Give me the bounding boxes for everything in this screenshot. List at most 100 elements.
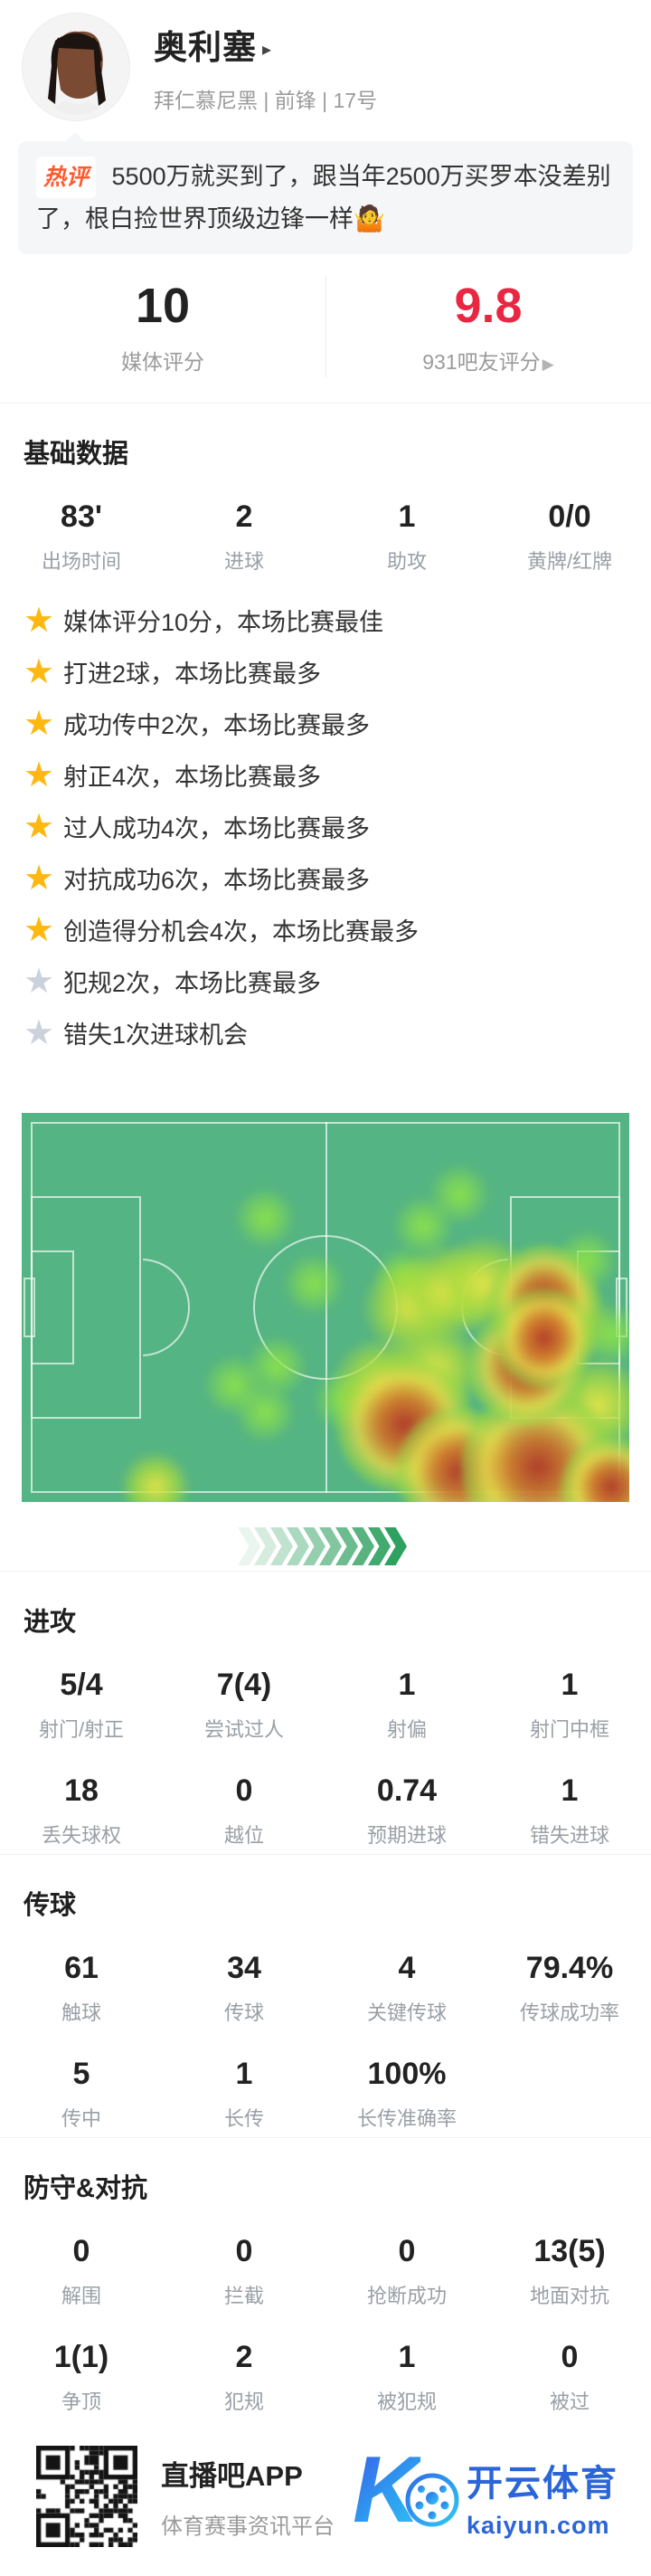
media-rating-label: 媒体评分	[121, 350, 204, 374]
stat-value: 2	[235, 2340, 253, 2374]
star-icon: ★	[24, 756, 55, 794]
star-icon: ★	[24, 859, 55, 898]
stat-label: 地面对抗	[529, 2285, 609, 2307]
stat-label: 越位	[223, 1824, 264, 1847]
stat-label: 解围	[61, 2285, 101, 2307]
stat-value: 2	[235, 499, 253, 534]
highlight-item: ★ 成功传中2次，本场比赛最多	[24, 698, 627, 749]
arrow-right-icon: ▶	[542, 356, 554, 373]
footer: 直播吧APP 体育赛事资讯平台 K 开云体育	[0, 2420, 651, 2576]
football-icon	[405, 2473, 459, 2527]
player-name[interactable]: 奥利塞	[154, 29, 257, 66]
stat-label: 长传	[223, 2107, 264, 2130]
defense-stats-row: 0 解围 0 拦截 0 抢断成功 13(5) 地面对抗	[0, 2209, 651, 2315]
app-name: 直播吧APP	[161, 2460, 303, 2492]
stat-label: 尝试过人	[203, 1718, 284, 1741]
pitch-goal-box-left	[31, 1250, 74, 1364]
stat-value: 0/0	[548, 499, 591, 534]
pitch-goal-box-right	[577, 1250, 620, 1364]
brand-logo: K 开云体育 kaiyun.com	[353, 2438, 618, 2549]
stat-label: 触球	[61, 2001, 101, 2024]
shrug-emoji-icon: 🤷	[354, 204, 385, 233]
stat-label: 关键传球	[366, 2001, 447, 2024]
avatar-portrait-icon	[23, 14, 129, 120]
stat-value: 1	[561, 1773, 579, 1808]
stat-label: 传球	[223, 2001, 264, 2024]
hot-badge: 热评	[36, 157, 97, 198]
player-avatar	[22, 13, 130, 121]
player-header: 奥利塞 ▸ 拜仁慕尼黑 | 前锋 | 17号	[0, 0, 651, 127]
stat-value: 100%	[367, 2057, 447, 2091]
stat-cell: 0 越位	[163, 1773, 326, 1849]
stat-label: 射门/射正	[38, 1718, 125, 1741]
hot-comment-notch	[65, 132, 85, 142]
stat-value: 7(4)	[216, 1668, 272, 1702]
fans-rating[interactable]: 9.8 931吧友评分 ▶	[326, 278, 651, 375]
stat-value: 1(1)	[53, 2340, 109, 2374]
stat-value: 1	[235, 2057, 253, 2091]
name-arrow-icon[interactable]: ▸	[262, 40, 272, 60]
stat-label: 黄牌/红牌	[526, 550, 613, 573]
chevron-icon	[238, 1527, 260, 1565]
brand-name: 开云体育	[467, 2463, 618, 2504]
stat-cell: 0 拦截	[163, 2234, 326, 2309]
hot-comment-text: 5500万就买到了，跟当年2500万买罗本没差别了，根白捡世界顶级边锋一样	[36, 163, 611, 233]
brand-domain: kaiyun.com	[467, 2511, 610, 2539]
stat-value: 0	[72, 2234, 90, 2268]
highlight-text: 打进2球，本场比赛最多	[63, 661, 322, 688]
highlight-text: 错失1次进球机会	[63, 1022, 249, 1049]
stat-value: 18	[64, 1773, 99, 1808]
passing-stats-row: 61 触球 34 传球 4 关键传球 79.4% 传球成功率	[0, 1925, 651, 2031]
stat-label: 丢失球权	[41, 1824, 121, 1847]
stat-label: 犯规	[223, 2391, 264, 2413]
stat-cell: 0 抢断成功	[326, 2234, 488, 2309]
section-passing-title: 传球	[24, 1891, 77, 1920]
stat-label: 长传准确率	[356, 2107, 457, 2130]
media-rating-value: 10	[135, 279, 191, 333]
stat-value: 13(5)	[533, 2234, 606, 2268]
stat-value: 5/4	[60, 1668, 103, 1702]
stat-label: 射门中框	[529, 1718, 609, 1741]
app-promo: 直播吧APP 体育赛事资讯平台	[36, 2446, 335, 2547]
stat-value: 0	[561, 2340, 579, 2374]
stat-value: 1	[561, 1668, 579, 1702]
star-icon: ★	[24, 601, 55, 640]
fans-rating-value: 9.8	[454, 279, 523, 333]
media-rating: 10 媒体评分	[0, 278, 326, 375]
highlight-item: ★ 错失1次进球机会	[24, 1007, 627, 1059]
momentum-divider	[0, 1526, 651, 1567]
hot-comment: 热评 5500万就买到了，跟当年2500万买罗本没差别了，根白捡世界顶级边锋一样…	[18, 132, 633, 254]
stat-value: 0	[235, 1773, 253, 1808]
heatmap-pitch	[22, 1113, 629, 1502]
highlight-text: 成功传中2次，本场比赛最多	[63, 712, 371, 739]
stat-cell: 1 被犯规	[326, 2340, 488, 2415]
stat-label: 传球成功率	[519, 2001, 619, 2024]
stat-value: 1	[398, 499, 416, 534]
highlight-item: ★ 媒体评分10分，本场比赛最佳	[24, 594, 627, 646]
attack-stats-row: 5/4 射门/射正 7(4) 尝试过人 1 射偏 1 射门中框	[0, 1642, 651, 1748]
stat-cell: 4 关键传球	[326, 1951, 488, 2026]
stat-value: 1	[398, 1668, 416, 1702]
highlight-item: ★ 对抗成功6次，本场比赛最多	[24, 852, 627, 904]
stat-cell: 18 丢失球权	[0, 1773, 163, 1849]
hot-comment-box: 热评 5500万就买到了，跟当年2500万买罗本没差别了，根白捡世界顶级边锋一样…	[18, 141, 633, 254]
stat-label: 传中	[61, 2107, 101, 2130]
highlight-text: 射正4次，本场比赛最多	[63, 764, 322, 791]
app-description: 体育赛事资讯平台	[161, 2514, 335, 2539]
highlight-text: 犯规2次，本场比赛最多	[63, 970, 322, 997]
highlight-text: 创造得分机会4次，本场比赛最多	[63, 918, 420, 946]
stat-value: 0	[398, 2234, 416, 2268]
highlight-item: ★ 犯规2次，本场比赛最多	[24, 955, 627, 1007]
stat-label: 进球	[223, 550, 264, 573]
qr-code	[36, 2446, 137, 2547]
stat-cell: 1 错失进球	[488, 1773, 651, 1849]
stat-label: 被过	[549, 2391, 590, 2413]
stat-value: 0.74	[376, 1773, 438, 1808]
pitch-goal-right	[616, 1278, 627, 1337]
section-basic: 基础数据 83' 出场时间 2 进球 1 助攻 0/0 黄牌/红牌 ★ 媒体评分…	[0, 403, 651, 1082]
stat-value: 79.4%	[525, 1951, 614, 1985]
stat-cell: 1 助攻	[326, 499, 488, 575]
pitch-center-circle	[253, 1235, 398, 1380]
fans-rating-label[interactable]: 931吧友评分 ▶	[422, 350, 554, 374]
stat-cell: 1(1) 争顶	[0, 2340, 163, 2415]
